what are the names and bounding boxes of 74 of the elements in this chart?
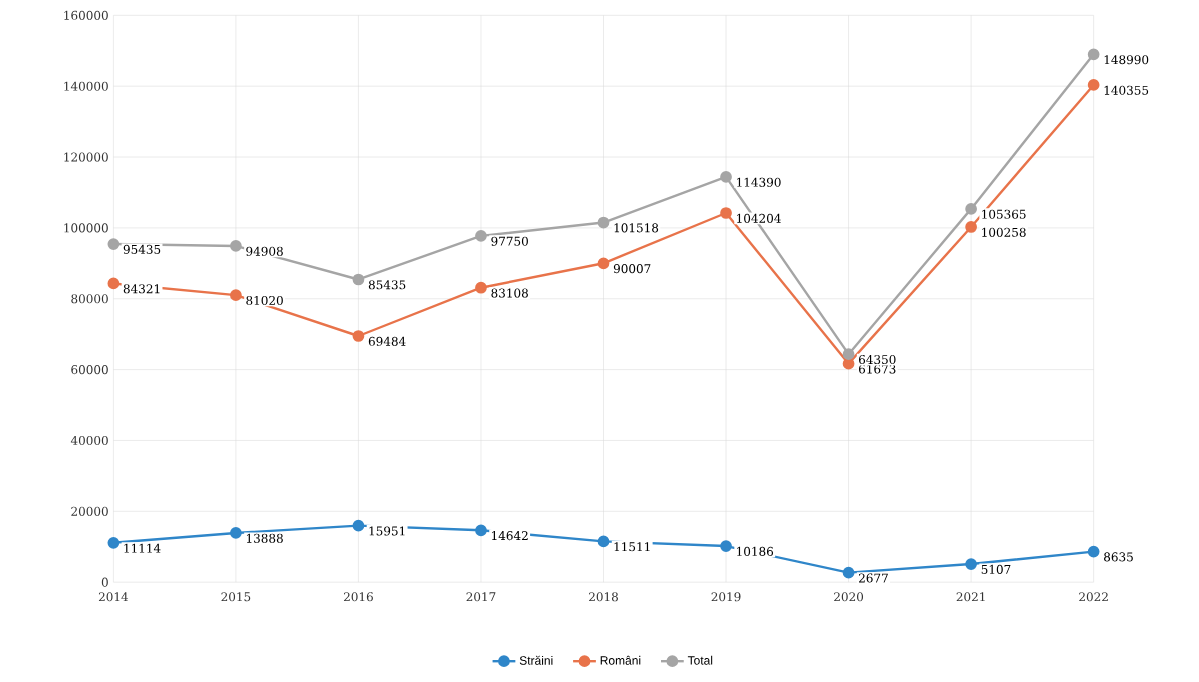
data-label: 14642 <box>492 530 528 541</box>
data-label: 104204 <box>737 213 781 223</box>
legend-label: Total <box>687 655 713 665</box>
data-label: 101518 <box>614 223 659 233</box>
x-tick-label: 2019 <box>711 592 741 602</box>
data-label: 11114 <box>124 543 161 553</box>
data-label: 105365 <box>982 209 1026 219</box>
x-tick-label: 2015 <box>221 592 251 602</box>
data-label: 97750 <box>491 236 528 246</box>
point <box>475 229 487 242</box>
y-tick-label: 20000 <box>71 506 108 516</box>
y-tick-label: 120000 <box>64 152 108 162</box>
data-label: 11511 <box>614 542 650 552</box>
point <box>965 202 977 215</box>
point <box>597 535 610 548</box>
data-label: 94908 <box>246 246 283 256</box>
data-label: 90007 <box>613 264 651 274</box>
data-label: 69484 <box>368 336 406 346</box>
y-tick-label: 60000 <box>71 364 108 375</box>
data-label: 2677 <box>858 573 888 583</box>
y-tick-label: 100000 <box>64 223 108 233</box>
data-label: 13888 <box>246 533 283 543</box>
point <box>107 536 120 549</box>
point <box>230 239 242 252</box>
data-label: 5107 <box>981 564 1011 574</box>
point <box>597 216 610 229</box>
data-label: 148990 <box>1104 55 1149 65</box>
x-tick-label: 2022 <box>1079 592 1108 602</box>
x-tick-label: 2014 <box>98 592 129 602</box>
legend-label: Străini <box>519 655 553 665</box>
y-tick-label: 40000 <box>70 435 108 445</box>
data-label: 61673 <box>858 364 896 374</box>
point <box>352 273 365 286</box>
data-label: 114390 <box>737 177 781 187</box>
point <box>720 207 732 219</box>
point <box>965 558 977 570</box>
x-tick-label: 2020 <box>834 592 864 602</box>
point <box>230 527 242 539</box>
legend-label: Români <box>600 655 641 665</box>
y-tick-label: 160000 <box>64 10 108 20</box>
point <box>107 277 120 290</box>
x-tick-label: 2016 <box>343 592 373 602</box>
point <box>352 519 365 532</box>
point <box>965 221 977 233</box>
data-label: 15951 <box>369 526 405 536</box>
data-label: 64350 <box>858 354 896 364</box>
point <box>720 540 732 552</box>
point <box>475 524 487 537</box>
point <box>107 238 120 250</box>
point <box>1087 48 1100 61</box>
y-tick-label: 80000 <box>71 294 108 304</box>
data-label: 8635 <box>1104 552 1133 562</box>
data-label: 95435 <box>123 244 161 254</box>
point <box>842 566 855 579</box>
data-label: 10186 <box>737 546 774 556</box>
y-tick-label: 0 <box>101 577 108 587</box>
x-tick-label: 2018 <box>589 592 618 602</box>
x-tick-label: 2017 <box>466 592 496 602</box>
point <box>597 257 610 270</box>
point <box>230 289 242 301</box>
x-tick-label: 2021 <box>956 592 985 602</box>
point <box>1087 78 1100 91</box>
data-label: 83108 <box>491 288 528 298</box>
point <box>1087 545 1100 558</box>
point <box>352 330 365 342</box>
y-tick-label: 140000 <box>64 81 108 91</box>
point <box>720 170 732 183</box>
data-label: 81020 <box>246 295 283 305</box>
data-label: 100258 <box>982 227 1026 237</box>
data-label: 140355 <box>1104 85 1149 95</box>
point <box>475 281 487 294</box>
data-label: 84321 <box>123 284 160 294</box>
data-label: 85435 <box>368 280 406 290</box>
point <box>842 348 855 360</box>
